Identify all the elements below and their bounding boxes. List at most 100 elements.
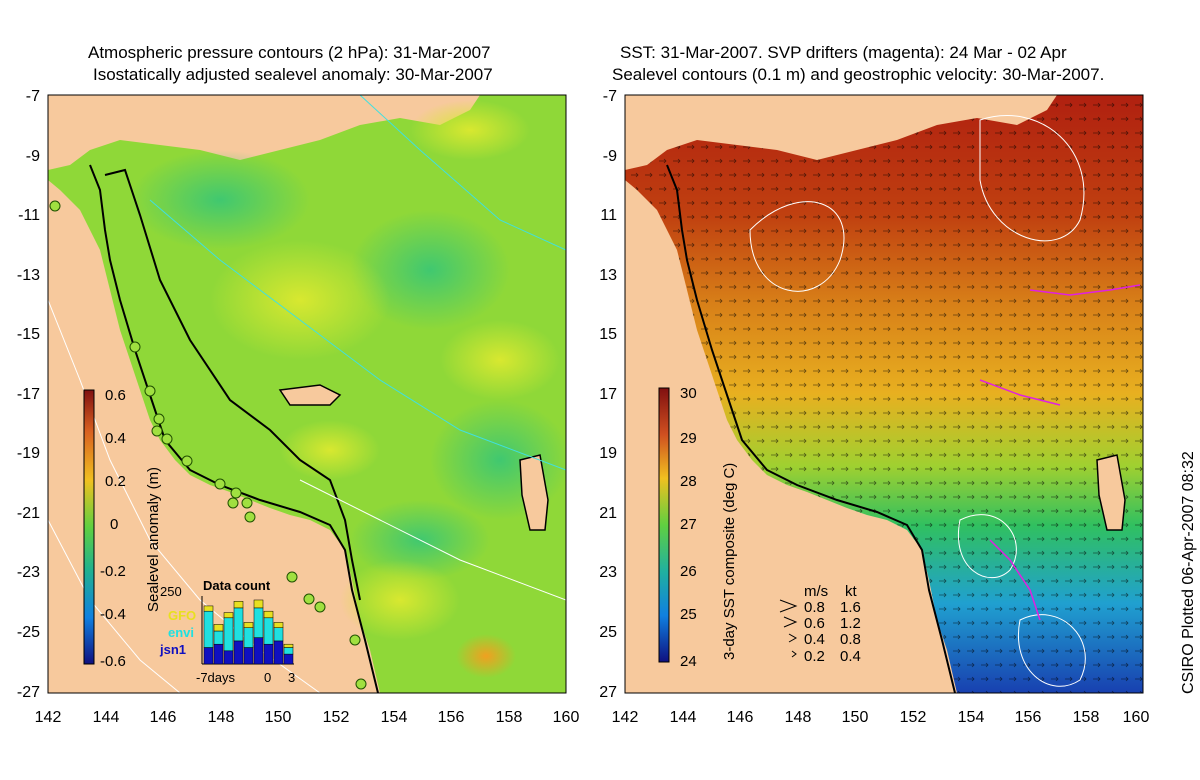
reef-line xyxy=(104,168,361,601)
svg-text:26: 26 xyxy=(680,563,697,580)
island xyxy=(1096,454,1126,531)
x-tick: 144 xyxy=(670,709,697,726)
australia-land xyxy=(625,180,957,693)
sla-colorbar-label: Sealevel anomaly (m) xyxy=(145,467,162,612)
pressure-contour xyxy=(48,519,181,693)
arrow-0.8-icon xyxy=(779,599,798,613)
svg-text:-0.2: -0.2 xyxy=(100,563,126,580)
y-tick: -19 xyxy=(600,445,617,462)
x-tick: 156 xyxy=(1015,709,1042,726)
sst-colorbar-label: 3-day SST composite (deg C) xyxy=(721,463,738,660)
data-count-bar-envi xyxy=(263,617,274,645)
right-x-axis: 142 144 146 148 150 152 154 156 158 160 xyxy=(612,709,1150,726)
right-y-axis: -7 -9 -11 -13 -15 -17 -19 -21 -23 -25 -2… xyxy=(600,88,617,701)
credit-label: CSIRO Plotted 06-Apr-2007 08:32 xyxy=(1180,451,1197,694)
data-count-bar-gfo xyxy=(213,624,224,632)
svg-text:0.2: 0.2 xyxy=(105,473,126,490)
x-tick: 158 xyxy=(496,709,523,726)
sst-colorbar xyxy=(658,387,670,663)
svg-text:kt: kt xyxy=(845,583,858,600)
data-count-bar-jsn1 xyxy=(263,643,274,665)
x-tick: 144 xyxy=(93,709,120,726)
y-tick: -7 xyxy=(26,88,40,105)
data-count-bar-jsn1 xyxy=(273,640,284,665)
altimeter-track-points xyxy=(49,200,367,690)
data-count-bar-gfo xyxy=(253,599,264,609)
y-tick: -7 xyxy=(603,88,617,105)
data-count-inset: Data count 250 -7days 0 3 GFO envi jsn1 xyxy=(159,578,295,685)
legend-jsn1: jsn1 xyxy=(159,642,186,657)
x-tick: 148 xyxy=(785,709,812,726)
data-count-bar-envi xyxy=(223,617,234,652)
x-tick: 160 xyxy=(1123,709,1150,726)
png-land xyxy=(625,95,1057,170)
data-count-bar-envi xyxy=(203,610,214,648)
pressure-contour xyxy=(149,199,566,471)
island xyxy=(519,454,549,531)
svg-text:29: 29 xyxy=(680,430,697,447)
arrow-0.4-icon xyxy=(788,633,798,643)
data-count-xlabel: -7days xyxy=(196,670,236,685)
svg-text:0.4: 0.4 xyxy=(804,631,825,648)
svg-text:-0.4: -0.4 xyxy=(100,606,126,623)
y-tick: -27 xyxy=(600,684,617,701)
svg-text:m/s: m/s xyxy=(804,583,828,600)
y-tick: -17 xyxy=(17,386,40,403)
x-tick: 154 xyxy=(958,709,985,726)
data-count-bar-envi xyxy=(283,647,294,655)
x-tick: 158 xyxy=(1073,709,1100,726)
x-tick: 152 xyxy=(323,709,350,726)
svg-text:24: 24 xyxy=(680,653,697,670)
x-tick: 142 xyxy=(612,709,639,726)
drifter-track xyxy=(979,379,1061,406)
data-count-bar-envi xyxy=(233,607,244,642)
y-tick: -9 xyxy=(603,148,617,165)
x-tick: 148 xyxy=(208,709,235,726)
data-count-bars xyxy=(203,599,294,665)
data-count-bar-gfo xyxy=(283,643,294,648)
y-tick: -15 xyxy=(17,326,40,343)
right-title-line2: Sealevel contours (0.1 m) and geostrophi… xyxy=(612,65,1105,84)
svg-text:0.6: 0.6 xyxy=(105,387,126,404)
left-y-axis: -7 -9 -11 -13 -15 -17 -19 -21 -23 -25 -2… xyxy=(17,88,40,701)
arrow-0.2-icon xyxy=(791,650,797,658)
y-tick: -25 xyxy=(17,624,40,641)
svg-text:0.6: 0.6 xyxy=(804,615,825,632)
y-tick: -17 xyxy=(600,386,617,403)
x-tick: 150 xyxy=(265,709,292,726)
data-count-bar-jsn1 xyxy=(253,637,264,665)
data-count-bar-gfo xyxy=(223,612,234,619)
svg-text:0.8: 0.8 xyxy=(840,631,861,648)
svg-text:0.2: 0.2 xyxy=(804,648,825,665)
sst-colorbar-ticks: 30 29 28 27 26 25 24 xyxy=(680,385,697,670)
data-count-bar-jsn1 xyxy=(203,647,214,665)
pressure-contour xyxy=(359,95,566,251)
data-count-bar-envi xyxy=(243,627,254,648)
data-count-xlabel: 3 xyxy=(288,670,295,685)
x-tick: 142 xyxy=(35,709,62,726)
data-count-bar-gfo xyxy=(273,622,284,628)
left-title-line1: Atmospheric pressure contours (2 hPa): 3… xyxy=(88,43,491,62)
data-count-ymax: 250 xyxy=(160,584,182,599)
data-count-bar-envi xyxy=(213,630,224,645)
y-tick: -23 xyxy=(17,564,40,581)
sealevel-contour xyxy=(1018,614,1086,687)
data-count-bar-envi xyxy=(253,607,264,638)
y-tick: -13 xyxy=(17,267,40,284)
data-count-bar-gfo xyxy=(233,601,244,609)
svg-text:1.6: 1.6 xyxy=(840,599,861,616)
svg-text:0: 0 xyxy=(110,516,118,533)
y-tick: -15 xyxy=(600,326,617,343)
drifter-track xyxy=(989,539,1041,621)
y-tick: -19 xyxy=(17,445,40,462)
legend-envi: envi xyxy=(168,625,194,640)
coastline xyxy=(89,164,379,693)
x-tick: 154 xyxy=(381,709,408,726)
svg-text:0.4: 0.4 xyxy=(840,648,861,665)
sealevel-contour xyxy=(749,201,845,292)
y-tick: -23 xyxy=(600,564,617,581)
svg-text:1.2: 1.2 xyxy=(840,615,861,632)
svg-text:28: 28 xyxy=(680,473,697,490)
data-count-bar-jsn1 xyxy=(223,650,234,665)
data-count-bar-jsn1 xyxy=(283,653,294,665)
